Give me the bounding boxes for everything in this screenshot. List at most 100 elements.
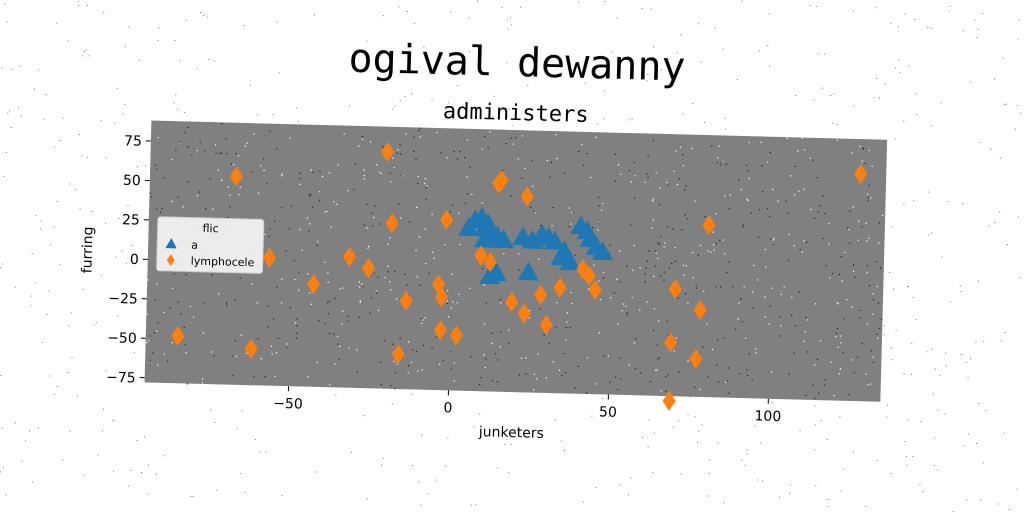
noise-dot: [680, 34, 682, 36]
noise-dot: [485, 358, 487, 360]
noise-dot: [276, 148, 278, 150]
noise-dot: [464, 202, 467, 204]
noise-dot: [362, 285, 364, 287]
noise-dot: [436, 131, 438, 134]
noise-dot: [382, 145, 384, 148]
noise-dot: [213, 355, 215, 357]
noise-dot: [728, 208, 731, 210]
noise-dot: [171, 287, 174, 289]
noise-dot: [426, 185, 428, 187]
noise-dot: [801, 137, 803, 139]
noise-dot: [766, 208, 769, 210]
noise-dot: [456, 158, 459, 160]
noise-dot: [296, 325, 298, 327]
data-point-lymphocele: [534, 284, 548, 305]
noise-dot: [545, 377, 547, 379]
noise-dot: [363, 178, 365, 180]
noise-dot: [484, 136, 486, 138]
noise-dot: [424, 228, 426, 230]
noise-dot: [560, 440, 562, 442]
noise-dot: [982, 462, 984, 464]
noise-dot: [86, 4, 88, 6]
noise-dot: [844, 251, 846, 254]
noise-dot: [933, 465, 935, 467]
noise-dot: [148, 464, 149, 466]
noise-dot: [136, 440, 138, 442]
noise-dot: [390, 384, 392, 387]
noise-dot: [646, 260, 648, 262]
noise-dot: [491, 332, 493, 335]
noise-dot: [56, 386, 58, 388]
noise-dot: [678, 420, 680, 422]
noise-dot: [402, 175, 404, 177]
noise-dot: [616, 17, 618, 19]
noise-dot: [214, 144, 217, 146]
noise-dot: [1003, 432, 1005, 434]
noise-dot: [915, 319, 917, 321]
noise-dot: [694, 416, 696, 418]
x-tick-label: 50: [599, 404, 617, 420]
noise-dot: [937, 469, 939, 471]
noise-dot: [286, 343, 288, 345]
noise-dot: [595, 136, 597, 138]
noise-dot: [783, 286, 785, 288]
noise-dot: [250, 171, 253, 173]
noise-dot: [485, 302, 488, 304]
noise-dot: [647, 155, 649, 157]
noise-dot: [481, 148, 483, 150]
noise-dot: [274, 220, 276, 222]
noise-dot: [658, 243, 661, 245]
noise-dot: [216, 489, 218, 491]
noise-dot: [770, 371, 773, 373]
noise-dot: [708, 495, 709, 497]
noise-dot: [904, 441, 906, 442]
noise-dot: [373, 272, 375, 274]
noise-dot: [675, 150, 677, 152]
noise-dot: [527, 84, 529, 86]
noise-dot: [351, 451, 352, 453]
noise-dot: [493, 95, 495, 97]
noise-dot: [183, 112, 185, 113]
noise-dot: [753, 264, 755, 267]
noise-dot: [359, 286, 361, 288]
noise-dot: [336, 335, 339, 337]
noise-dot: [889, 271, 891, 273]
noise-dot: [225, 302, 228, 304]
noise-dot: [356, 349, 358, 351]
noise-dot: [977, 28, 979, 30]
noise-dot: [450, 368, 452, 370]
noise-dot: [978, 402, 980, 404]
noise-dot: [152, 352, 154, 354]
noise-dot: [583, 164, 585, 166]
noise-dot: [268, 236, 270, 238]
noise-dot: [393, 167, 395, 169]
noise-dot: [10, 127, 12, 129]
noise-dot: [759, 255, 761, 257]
noise-dot: [173, 273, 175, 275]
data-point-lymphocele: [668, 278, 682, 299]
noise-dot: [5, 151, 7, 153]
noise-dot: [858, 220, 860, 222]
noise-dot: [101, 430, 103, 432]
noise-dot: [202, 332, 204, 334]
data-point-lymphocele: [244, 338, 258, 359]
noise-dot: [804, 149, 806, 151]
noise-dot: [836, 302, 838, 304]
noise-dot: [316, 240, 319, 243]
noise-dot: [660, 69, 662, 71]
noise-dot: [214, 421, 216, 423]
noise-dot: [859, 309, 861, 312]
noise-dot: [658, 357, 661, 359]
noise-dot: [829, 277, 831, 279]
noise-dot: [565, 339, 567, 341]
noise-dot: [701, 424, 703, 426]
noise-dot: [631, 296, 633, 299]
noise-dot: [37, 427, 39, 429]
noise-dot: [657, 358, 659, 360]
noise-dot: [692, 252, 694, 254]
noise-dot: [757, 279, 759, 281]
noise-dot: [473, 426, 475, 428]
noise-dot: [520, 357, 523, 359]
noise-dot: [947, 201, 949, 203]
noise-dot: [911, 342, 913, 344]
